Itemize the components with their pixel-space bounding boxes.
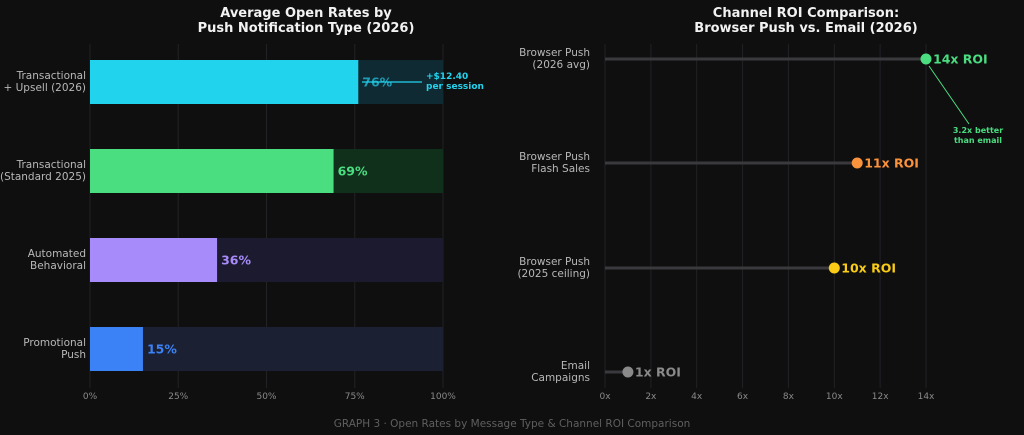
right-category-label: Email Campaigns bbox=[531, 360, 590, 384]
annotation-arrow bbox=[928, 65, 970, 125]
point-value-label: 14x ROI bbox=[933, 52, 988, 67]
left-category-label: Promotional Push bbox=[23, 337, 86, 361]
right-x-tick-label: 4x bbox=[691, 392, 703, 402]
bar bbox=[90, 327, 143, 371]
left-x-tick-label: 0% bbox=[83, 392, 98, 402]
lollipop-point bbox=[622, 366, 634, 378]
roi-annotation: 3.2x better than email bbox=[953, 126, 1003, 145]
footer-caption: GRAPH 3 · Open Rates by Message Type & C… bbox=[334, 418, 691, 430]
point-value-label: 10x ROI bbox=[841, 261, 896, 276]
right-x-tick-label: 12x bbox=[872, 392, 889, 402]
left-x-tick-label: 100% bbox=[430, 392, 456, 402]
bar bbox=[90, 149, 334, 193]
left-category-label: Transactional + Upsell (2026) bbox=[3, 70, 86, 94]
right-x-tick-label: 6x bbox=[737, 392, 749, 402]
lollipop-point bbox=[851, 157, 863, 169]
left-chart-title: Average Open Rates by Push Notification T… bbox=[198, 6, 415, 36]
right-chart-title: Channel ROI Comparison: Browser Push vs. … bbox=[694, 6, 917, 36]
left-x-tick-label: 50% bbox=[256, 392, 276, 402]
lollipop-point bbox=[828, 262, 840, 274]
lollipop-point bbox=[920, 53, 932, 65]
bar-value-label: 69% bbox=[338, 164, 368, 179]
roi-chart: Channel ROI Comparison: Browser Push vs. … bbox=[517, 6, 1003, 402]
bar-track bbox=[90, 327, 443, 371]
bar-value-label: 36% bbox=[221, 253, 251, 268]
left-category-label: Automated Behavioral bbox=[28, 248, 86, 272]
left-x-tick-label: 75% bbox=[345, 392, 365, 402]
right-x-tick-label: 2x bbox=[645, 392, 657, 402]
left-x-tick-label: 25% bbox=[168, 392, 188, 402]
right-category-label: Browser Push Flash Sales bbox=[519, 151, 590, 175]
left-category-label: Transactional (Standard 2025) bbox=[0, 159, 86, 183]
bar bbox=[90, 238, 218, 282]
bar bbox=[90, 60, 359, 104]
open-rates-chart: Average Open Rates by Push Notification T… bbox=[0, 6, 484, 402]
right-x-tick-label: 8x bbox=[783, 392, 795, 402]
point-value-label: 11x ROI bbox=[864, 156, 919, 171]
right-x-tick-label: 10x bbox=[826, 392, 843, 402]
point-value-label: 1x ROI bbox=[635, 365, 681, 380]
right-x-tick-label: 14x bbox=[918, 392, 935, 402]
right-category-label: Browser Push (2026 avg) bbox=[519, 47, 590, 71]
right-category-label: Browser Push (2025 ceiling) bbox=[517, 256, 590, 280]
bar-value-label: 15% bbox=[147, 342, 177, 357]
bar-annotation: +$12.40 per session bbox=[426, 72, 484, 92]
right-x-tick-label: 0x bbox=[599, 392, 611, 402]
